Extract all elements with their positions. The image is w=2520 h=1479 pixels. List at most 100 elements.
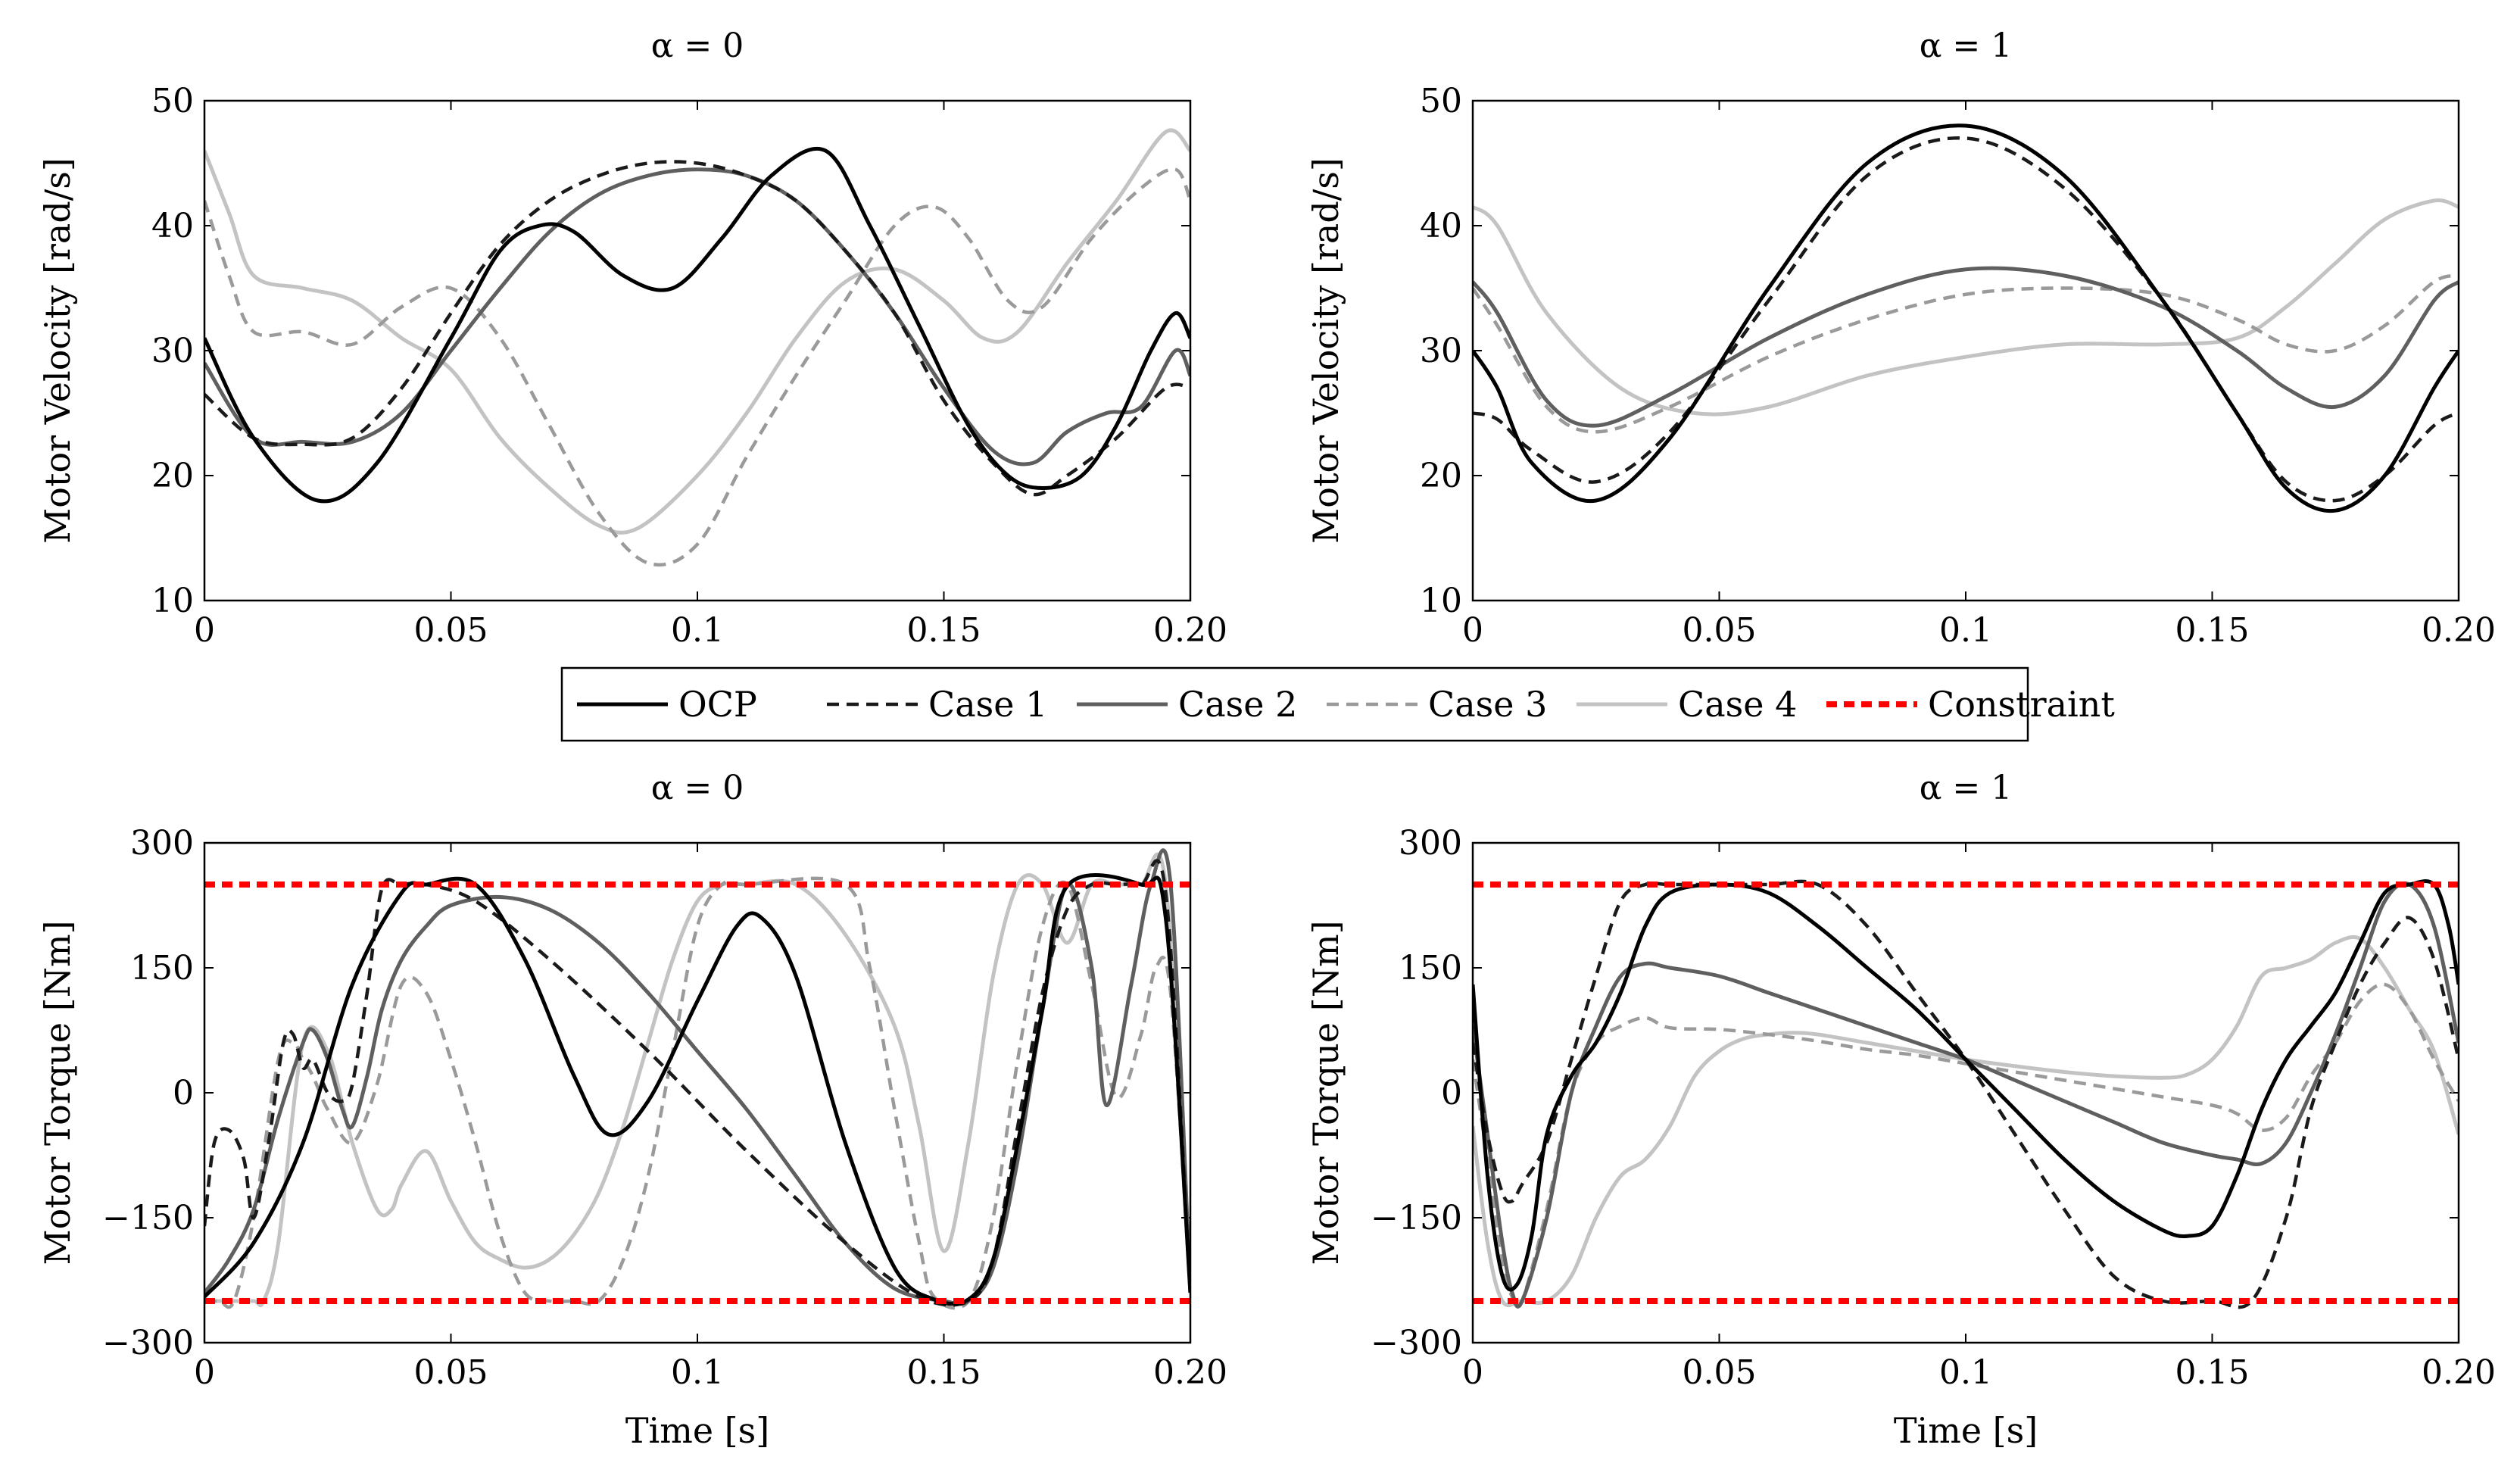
y-tick-label: −150 — [102, 1199, 194, 1237]
y-tick-label: 10 — [1420, 582, 1462, 620]
series-line-case-3 — [204, 876, 1190, 1310]
y-tick-label: 300 — [1399, 824, 1462, 863]
y-tick-label: 150 — [130, 949, 194, 988]
plot-frame — [203, 841, 1192, 1344]
x-tick-label: 0.1 — [671, 1353, 724, 1392]
legend-label: Case 3 — [1428, 684, 1547, 725]
y-tick-label: 40 — [1420, 207, 1462, 245]
x-tick-label: 0 — [1462, 1353, 1483, 1392]
y-axis-label: Motor Torque [Nm] — [1305, 920, 1346, 1265]
x-tick-label: 0.20 — [2422, 611, 2496, 650]
series-group — [1473, 878, 2459, 1310]
legend-item: Case 4 — [1577, 684, 1797, 725]
x-axis-label: Time [s] — [625, 1410, 769, 1451]
y-tick-label: 0 — [173, 1074, 194, 1112]
y-axis-label: Motor Torque [Nm] — [37, 920, 78, 1265]
panel-velocity-alpha0: α = 0 Motor Velocity [rad/s] 0 0.05 0.1 0.1… — [37, 27, 1227, 650]
series-line-case-4 — [204, 128, 1190, 535]
legend-label: Case 1 — [928, 684, 1047, 725]
y-tick-label: 50 — [1420, 82, 1462, 120]
y-tick-label: 50 — [151, 82, 194, 120]
plot-area: 0 0.05 0.1 0.15 0.20 10 20 30 40 50 — [151, 82, 1227, 650]
series-line-case-2 — [204, 167, 1190, 466]
series-line-case-1 — [204, 160, 1190, 497]
series-line-case-1 — [1473, 879, 2459, 1309]
x-tick-label: 0.05 — [1683, 611, 1757, 650]
series-line-case-3 — [1473, 982, 2459, 1310]
legend-item: Case 3 — [1327, 684, 1547, 725]
y-tick-label: 30 — [151, 332, 194, 370]
x-tick-label: 0.05 — [1683, 1353, 1757, 1392]
y-tick-label: 300 — [130, 824, 194, 863]
plot-area: 0 0.05 0.1 0.15 0.20 −300 −150 0 150 300 — [102, 824, 1227, 1392]
series-line-case-1 — [204, 859, 1190, 1307]
x-tick-label: 0.1 — [671, 611, 724, 650]
series-group — [204, 128, 1190, 567]
panel-torque-alpha1: α = 1 Motor Torque [Nm] 0 0.05 0.1 0.15 0.20… — [1305, 769, 2496, 1451]
legend-item: OCP — [577, 684, 757, 725]
x-tick-label: 0 — [194, 1353, 215, 1392]
legend-item: Case 2 — [1077, 684, 1297, 725]
y-tick-label: −300 — [1371, 1324, 1462, 1362]
series-line-ocp — [204, 146, 1190, 504]
x-tick-label: 0.20 — [1153, 611, 1227, 650]
plot-frame — [1471, 99, 2460, 602]
series-line-case-1 — [1473, 136, 2459, 503]
y-tick-label: 30 — [1420, 332, 1462, 370]
legend: OCP Case 1 Case 2 Case 3 Case 4 Constraint — [560, 666, 2115, 742]
x-tick-label: 0.15 — [907, 611, 981, 650]
y-axis-label: Motor Velocity [rad/s] — [37, 158, 78, 544]
y-tick-label: 0 — [1441, 1074, 1462, 1112]
y-tick-label: −150 — [1371, 1199, 1462, 1237]
series-line-ocp — [1473, 878, 2459, 1292]
panel-velocity-alpha1: α = 1 Motor Velocity [rad/s] 0 0.05 0.1 0.1… — [1305, 27, 2496, 650]
series-line-ocp — [1473, 123, 2459, 513]
series-line-case-4 — [1473, 198, 2459, 417]
series-line-case-3 — [1473, 273, 2459, 434]
panel-title: α = 0 — [651, 27, 744, 65]
plot-area: 0 0.05 0.1 0.15 0.20 −300 −150 0 150 300 — [1371, 824, 2496, 1392]
legend-item: Constraint — [1826, 684, 2115, 725]
x-tick-label: 0 — [194, 611, 215, 650]
series-line-case-4 — [1473, 935, 2459, 1308]
series-group — [1473, 123, 2459, 513]
legend-item: Case 1 — [827, 684, 1047, 725]
x-tick-label: 0.20 — [1153, 1353, 1227, 1392]
series-line-case-2 — [204, 848, 1190, 1306]
y-tick-label: 150 — [1399, 949, 1462, 988]
series-line-case-2 — [1473, 881, 2459, 1309]
y-tick-label: 40 — [151, 207, 194, 245]
legend-label: OCP — [678, 684, 757, 725]
x-tick-label: 0.05 — [414, 611, 488, 650]
x-tick-label: 0.1 — [1939, 611, 1992, 650]
x-tick-label: 0.15 — [2175, 611, 2250, 650]
plot-frame — [203, 99, 1192, 602]
legend-label: Case 4 — [1678, 684, 1797, 725]
y-tick-label: 20 — [151, 457, 194, 495]
plot-area: 0 0.05 0.1 0.15 0.20 10 20 30 40 50 — [1420, 82, 2496, 650]
legend-frame — [560, 666, 2029, 742]
series-line-case-2 — [1473, 266, 2459, 428]
y-axis-label: Motor Velocity [rad/s] — [1305, 158, 1346, 544]
x-tick-label: 0.15 — [2175, 1353, 2250, 1392]
y-tick-label: −300 — [102, 1324, 194, 1362]
legend-label: Constraint — [1928, 684, 2115, 725]
panel-title: α = 0 — [651, 769, 744, 807]
x-tick-label: 0.05 — [414, 1353, 488, 1392]
y-tick-label: 10 — [151, 582, 194, 620]
series-line-case-3 — [204, 167, 1190, 567]
y-tick-label: 20 — [1420, 457, 1462, 495]
panel-title: α = 1 — [1920, 27, 2013, 65]
x-axis-label: Time [s] — [1894, 1410, 2038, 1451]
x-tick-label: 0.20 — [2422, 1353, 2496, 1392]
x-tick-label: 0 — [1462, 611, 1483, 650]
panel-title: α = 1 — [1920, 769, 2013, 807]
series-line-ocp — [204, 873, 1190, 1306]
series-group — [204, 848, 1190, 1310]
panel-torque-alpha0: α = 0 Motor Torque [Nm] 0 0.05 0.1 0.15 0.20… — [37, 769, 1227, 1451]
x-tick-label: 0.1 — [1939, 1353, 1992, 1392]
legend-label: Case 2 — [1178, 684, 1297, 725]
plot-frame — [1471, 841, 2460, 1344]
x-tick-label: 0.15 — [907, 1353, 981, 1392]
